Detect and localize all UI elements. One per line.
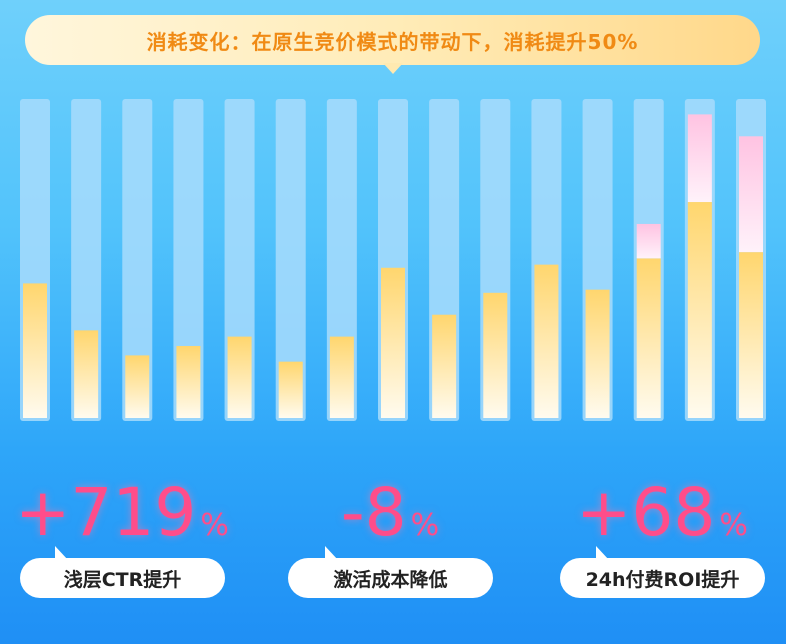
stat-cost-unit: % (410, 508, 440, 543)
bar-base-5 (227, 336, 252, 418)
bar-base-1 (23, 283, 47, 418)
bar-base-3 (125, 355, 150, 418)
bar-base-11 (534, 264, 559, 418)
stat-roi-number: +68 (576, 474, 716, 551)
stat-ctr-label-text: 浅层CTR提升 (63, 568, 182, 591)
stat-ctr-pill-tail (55, 546, 68, 560)
stat-cost-value: -8% (270, 478, 510, 561)
bar-base-15 (739, 252, 763, 418)
bar-base-12 (585, 289, 610, 418)
bar-base-10 (483, 292, 508, 418)
stat-roi-value: +68% (542, 478, 782, 561)
bar-extra-13 (636, 223, 661, 259)
stat-ctr-unit: % (200, 508, 229, 543)
stat-cost-label: 激活成本降低 (288, 558, 493, 598)
bar-track-6 (275, 99, 306, 421)
bar-extra-14 (687, 114, 712, 203)
stat-cost-number: -8 (340, 474, 407, 551)
stat-roi-label: 24h付费ROI提升 (560, 558, 765, 598)
bar-track-3 (122, 99, 153, 421)
bar-base-6 (278, 361, 303, 418)
stat-ctr-label: 浅层CTR提升 (20, 558, 225, 598)
stat-roi-label-text: 24h付费ROI提升 (585, 568, 740, 591)
stat-roi-unit: % (719, 508, 748, 543)
bar-base-14 (687, 202, 712, 418)
bar-base-4 (176, 346, 201, 418)
bar-track-4 (173, 99, 204, 421)
stat-ctr-value: +719% (2, 478, 242, 561)
bar-extra-15 (739, 136, 763, 253)
stat-roi-pill-tail (596, 546, 609, 560)
headline-text: 消耗变化：在原生竞价模式的带动下，消耗提升50% (146, 29, 639, 54)
stat-cost-pill-tail (325, 546, 338, 560)
headline-bubble: 消耗变化：在原生竞价模式的带动下，消耗提升50% (25, 15, 760, 65)
bar-base-8 (381, 267, 405, 418)
bar-base-13 (636, 258, 661, 418)
stat-ctr-number: +719 (15, 474, 197, 551)
bar-base-7 (329, 336, 354, 418)
headline-bubble-tail (383, 63, 403, 74)
stat-cost-label-text: 激活成本降低 (333, 568, 448, 591)
bar-base-9 (432, 314, 457, 418)
bar-base-2 (74, 330, 99, 418)
